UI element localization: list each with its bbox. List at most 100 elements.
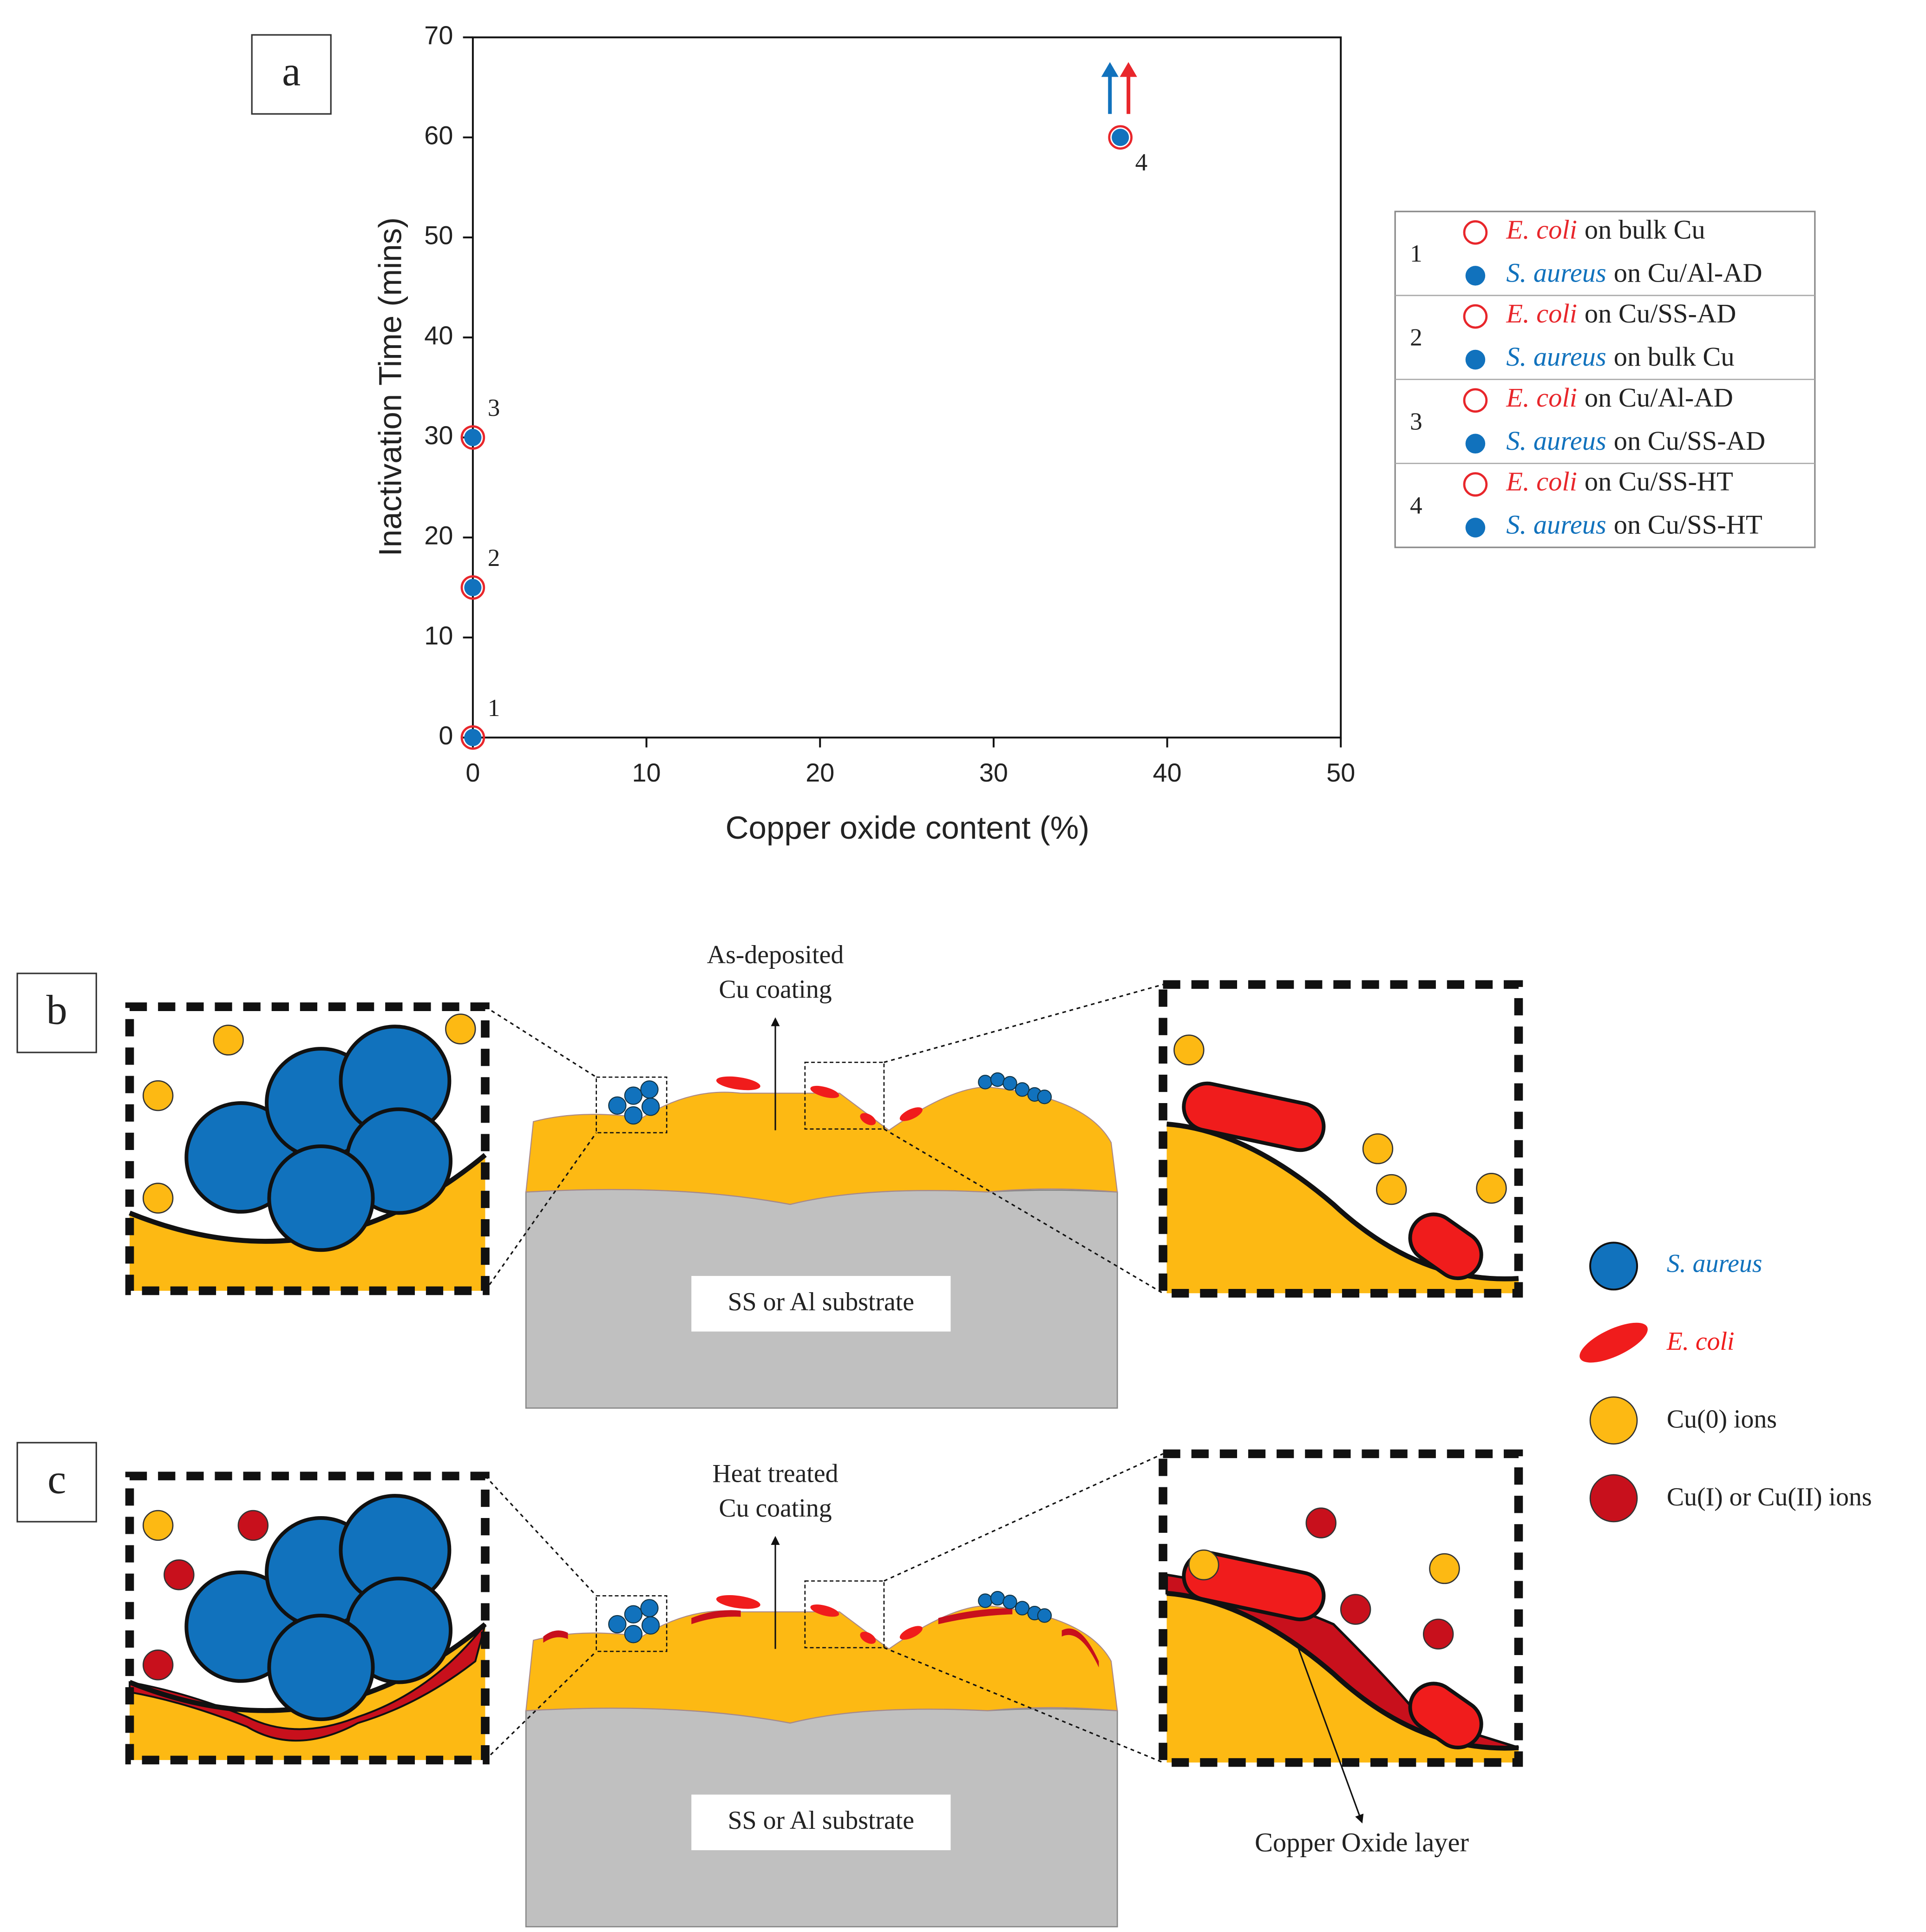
e-coli-cell [860,1113,876,1125]
legend-entry: S. aureus on Cu/SS-AD [1506,426,1765,456]
legend-substrate: on Cu/Al-AD [1585,382,1733,413]
coating-cross-section: As-deposited Cu coating SS or Al substrate [525,940,1118,1409]
legend-substrate: on Cu/SS-AD [1614,426,1765,456]
inset-frame [1159,1449,1523,1767]
x-tick-label: 40 [1153,758,1182,787]
y-tick-label: 10 [424,621,453,650]
panel-label: b [46,986,67,1033]
x-tick-label: 30 [979,758,1008,787]
panel-label-box [251,34,332,115]
s-aureus-cell [1002,1076,1017,1091]
zoom-box [804,1061,885,1130]
legend-substrate: on Cu/SS-HT [1585,467,1733,497]
legend-group-label: 1 [1410,240,1422,267]
legend-entry: S. aureus on Cu/SS-HT [1506,510,1762,540]
s-aureus-cell [640,1599,659,1617]
legend-entry: E. coli on Cu/SS-HT [1506,467,1733,497]
legend-marker [1465,266,1486,286]
legend-species: S. aureus [1506,342,1606,372]
left-inset [125,1002,490,1295]
coating-cross-section: Heat treated Cu coating SS or Al substrate [525,1459,1118,1928]
point-label: 3 [488,394,500,421]
s-aureus-cell [624,1625,643,1643]
data-point [1112,129,1129,146]
s-aureus-cell [267,1613,375,1722]
right-inset [1159,980,1523,1298]
legend-species: E. coli [1506,467,1577,497]
ion [1362,1133,1394,1164]
oxide-patch [938,1608,1013,1624]
legend-substrate: on bulk Cu [1585,215,1705,245]
ion [1188,1549,1219,1581]
ion [1376,1174,1407,1205]
arrow-head-blue [1101,62,1119,77]
diagram-legend-label: S. aureus [1667,1249,1762,1278]
e-coli-cell [860,1631,876,1644]
s-aureus-cell [1015,1082,1030,1097]
e-coli-cell [1182,1081,1326,1152]
inset-frame [125,1002,490,1295]
legend-icon [1589,1242,1638,1291]
legend-substrate: on Cu/SS-AD [1585,298,1736,329]
coating-label: Heat treated [712,1459,838,1488]
inset-frame [1159,980,1523,1298]
zoom-connector [884,984,1163,1063]
ion [142,1080,174,1111]
legend-icon [1589,1474,1638,1523]
panel-label: c [47,1455,66,1502]
oxide-patch [691,1610,741,1624]
y-tick-label: 60 [424,120,453,150]
coating-surface [1166,1124,1519,1294]
coating-surface [130,1624,485,1760]
e-coli-cell [1408,1682,1483,1749]
legend-marker [1465,518,1486,538]
y-tick-label: 0 [439,721,453,750]
substrate-label-box [691,1276,951,1332]
right-inset [1159,1449,1523,1767]
y-axis-title: Inactivation Time (mins) [372,217,408,557]
x-tick-label: 0 [465,758,480,787]
y-tick-label: 50 [424,221,453,250]
e-coli-cell [810,1604,839,1617]
s-aureus-cell [641,1097,660,1116]
legend-species: S. aureus [1506,426,1606,456]
s-aureus-cell [978,1075,993,1090]
coating-label: Cu coating [719,1494,832,1523]
data-point [464,428,482,447]
s-aureus-cell [978,1593,993,1608]
s-aureus-cell [1037,1090,1052,1104]
s-aureus-cell [608,1096,627,1115]
point-label: 1 [488,695,500,722]
substrate-label: SS or Al substrate [728,1288,914,1316]
data-point [460,725,485,750]
s-aureus-cell [624,1086,643,1105]
legend-icon [1589,1396,1638,1445]
legend-group-label: 3 [1410,408,1422,435]
ion [1173,1034,1205,1065]
diagram-legend-label: Cu(0) ions [1667,1405,1777,1434]
legend-marker [1463,388,1488,413]
y-tick-label: 40 [424,321,453,350]
s-aureus-cell [1037,1608,1052,1623]
zoom-connector [884,1453,1164,1582]
oxide-patch [1061,1628,1099,1668]
ion [1429,1553,1460,1584]
ion [142,1183,174,1214]
ion [1422,1618,1454,1650]
oxide-label: Copper Oxide layer [1255,1827,1469,1858]
ion [164,1559,195,1590]
legend-icon [1579,1322,1648,1363]
x-tick-label: 10 [632,758,661,787]
coating-label: As-deposited [707,940,844,969]
panel-label: a [282,48,301,95]
e-coli-cell [810,1085,839,1098]
legend-entry: E. coli on Cu/SS-AD [1506,298,1736,329]
legend-species: E. coli [1506,298,1577,329]
oxide-layer [129,1623,486,1742]
coating-label: Cu coating [719,975,832,1004]
s-aureus-cell [1015,1601,1030,1616]
ion [445,1013,476,1045]
s-aureus-cell [990,1072,1005,1087]
ion [142,1649,174,1681]
